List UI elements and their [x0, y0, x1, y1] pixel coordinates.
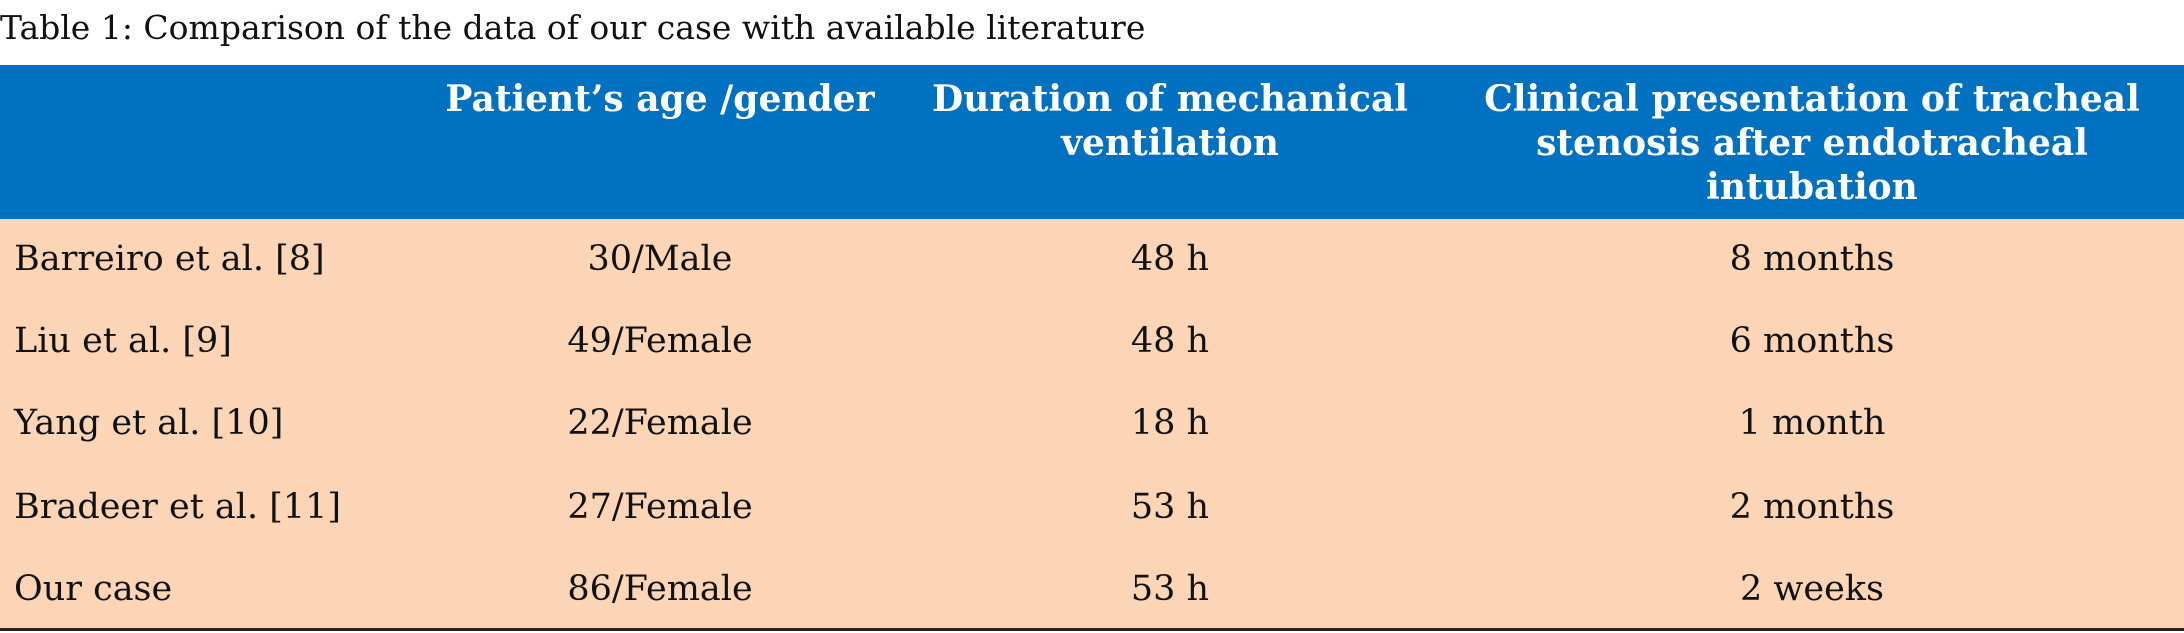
comparison-table: Patient’s age /gender Duration of mechan… — [0, 65, 2184, 631]
table-header: Patient’s age /gender Duration of mechan… — [0, 65, 2184, 219]
presentation-cell: 6 months — [1440, 299, 2184, 383]
row-label: Yang et al. [10] — [0, 383, 420, 463]
presentation-cell: 1 month — [1440, 383, 2184, 463]
table-caption: Table 1: Comparison of the data of our c… — [0, 8, 1146, 47]
row-label: Barreiro et al. [8] — [0, 219, 420, 299]
row-label: Our case — [0, 551, 420, 631]
presentation-cell: 8 months — [1440, 219, 2184, 299]
table-row: Our case 86/Female 53 h 2 weeks — [0, 551, 2184, 631]
ventilation-cell: 48 h — [900, 299, 1440, 383]
header-cell-clinical-presentation: Clinical presentation of tracheal stenos… — [1440, 65, 2184, 219]
table-row: Liu et al. [9] 49/Female 48 h 6 months — [0, 299, 2184, 383]
ventilation-cell: 48 h — [900, 219, 1440, 299]
ventilation-cell: 53 h — [900, 551, 1440, 631]
header-row: Patient’s age /gender Duration of mechan… — [0, 65, 2184, 219]
age-gender-cell: 30/Male — [420, 219, 900, 299]
age-gender-cell: 27/Female — [420, 463, 900, 551]
age-gender-cell: 86/Female — [420, 551, 900, 631]
age-gender-cell: 49/Female — [420, 299, 900, 383]
table-row: Yang et al. [10] 22/Female 18 h 1 month — [0, 383, 2184, 463]
ventilation-cell: 18 h — [900, 383, 1440, 463]
presentation-cell: 2 weeks — [1440, 551, 2184, 631]
header-cell-ventilation-duration: Duration of mechanical ventilation — [900, 65, 1440, 219]
header-cell-age-gender: Patient’s age /gender — [420, 65, 900, 219]
table-body: Barreiro et al. [8] 30/Male 48 h 8 month… — [0, 219, 2184, 631]
row-label: Bradeer et al. [11] — [0, 463, 420, 551]
header-cell-empty — [0, 65, 420, 219]
presentation-cell: 2 months — [1440, 463, 2184, 551]
row-label: Liu et al. [9] — [0, 299, 420, 383]
table-row: Bradeer et al. [11] 27/Female 53 h 2 mon… — [0, 463, 2184, 551]
age-gender-cell: 22/Female — [420, 383, 900, 463]
table-row: Barreiro et al. [8] 30/Male 48 h 8 month… — [0, 219, 2184, 299]
ventilation-cell: 53 h — [900, 463, 1440, 551]
